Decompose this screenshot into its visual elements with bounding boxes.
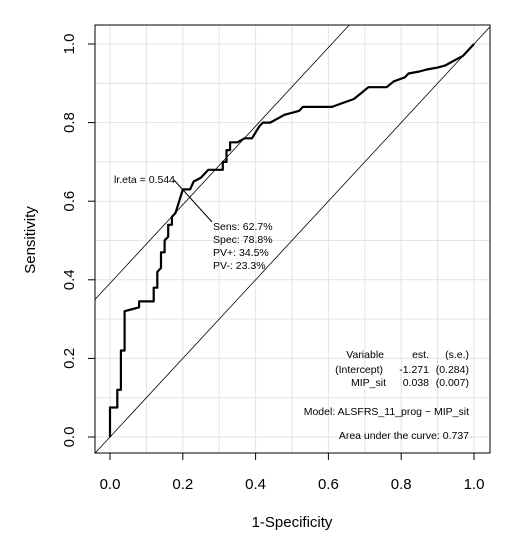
model-summary: Variable est. (s.e.) (Intercept) -1.271 … bbox=[304, 349, 469, 442]
stat-pv-pos: PV+: 34.5% bbox=[213, 247, 269, 259]
reference-line-0 bbox=[94, 26, 491, 454]
table-cell-mip-name: MIP_sit bbox=[351, 377, 386, 389]
auc-label: Area under the curve: 0.737 bbox=[339, 430, 469, 442]
x-tick-label: 0.2 bbox=[172, 476, 193, 493]
table-header-se: (s.e.) bbox=[445, 349, 469, 361]
cutoff-annotation: lr.eta = 0.544 Sens: 62.7% Spec: 78.8% P… bbox=[114, 174, 273, 272]
y-axis: 0.0 0.2 0.4 0.6 0.8 1.0 bbox=[61, 34, 96, 448]
y-tick-label: 1.0 bbox=[61, 34, 78, 55]
roc-curve-group bbox=[108, 43, 475, 437]
roc-curve-line bbox=[108, 43, 475, 437]
cutoff-leader-line bbox=[173, 179, 213, 223]
table-header-est: est. bbox=[412, 349, 429, 361]
stat-spec: Spec: 78.8% bbox=[213, 234, 273, 246]
stat-sens: Sens: 62.7% bbox=[213, 221, 273, 233]
stat-pv-neg: PV-: 23.3% bbox=[213, 260, 266, 272]
table-cell-intercept-se: (0.284) bbox=[436, 364, 469, 376]
y-tick-label: 0.2 bbox=[61, 348, 78, 369]
table-cell-mip-est: 0.038 bbox=[403, 377, 429, 389]
x-tick-label: 1.0 bbox=[464, 476, 485, 493]
grid bbox=[95, 25, 490, 453]
y-axis-title: Sensitivity bbox=[22, 206, 39, 274]
table-header-variable: Variable bbox=[346, 349, 384, 361]
x-axis: 0.0 0.2 0.4 0.6 0.8 1.0 bbox=[100, 452, 485, 493]
x-tick-label: 0.6 bbox=[318, 476, 339, 493]
y-tick-label: 0.6 bbox=[61, 191, 78, 212]
model-formula: Model: ALSFRS_11_prog ~ MIP_sit bbox=[304, 406, 469, 418]
x-tick-label: 0.0 bbox=[100, 476, 121, 493]
y-tick-label: 0.4 bbox=[61, 269, 78, 290]
table-cell-mip-se: (0.007) bbox=[436, 377, 469, 389]
table-cell-intercept-name: (Intercept) bbox=[335, 364, 383, 376]
cutoff-label: lr.eta = 0.544 bbox=[114, 174, 175, 186]
x-axis-title: 1-Specificity bbox=[252, 514, 333, 531]
x-tick-label: 0.8 bbox=[391, 476, 412, 493]
y-tick-label: 0.0 bbox=[61, 427, 78, 448]
table-cell-intercept-est: -1.271 bbox=[399, 364, 429, 376]
y-tick-label: 0.8 bbox=[61, 112, 78, 133]
x-tick-label: 0.4 bbox=[245, 476, 266, 493]
